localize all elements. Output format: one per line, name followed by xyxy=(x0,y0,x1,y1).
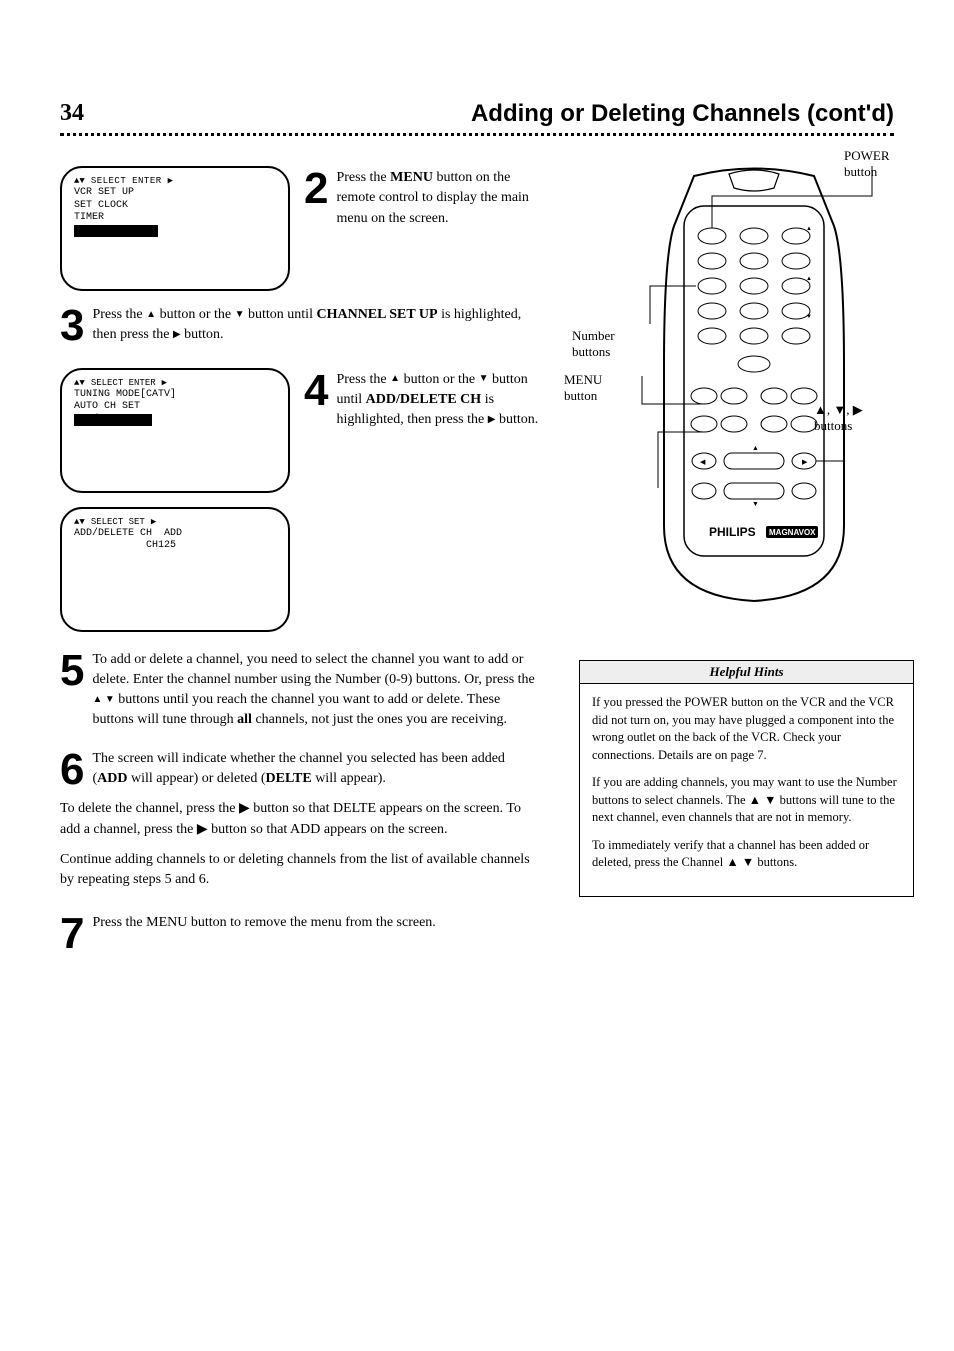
svg-text:▶: ▶ xyxy=(802,458,808,466)
helpful-hints-title: Helpful Hints xyxy=(580,661,913,684)
osd-main-menu: ▲▼SELECT ENTER▶ VCR SET UP SET CLOCK TIM… xyxy=(60,166,290,291)
svg-text:▲: ▲ xyxy=(752,444,759,452)
svg-text:▲: ▲ xyxy=(806,276,812,282)
step-number-7: 7 xyxy=(60,915,84,952)
step-number-2: 2 xyxy=(304,170,328,207)
step-number-6: 6 xyxy=(60,751,84,788)
svg-text:▼: ▼ xyxy=(752,500,759,508)
step-2: ▲▼SELECT ENTER▶ VCR SET UP SET CLOCK TIM… xyxy=(60,166,540,291)
helpful-hints-box: Helpful Hints If you pressed the POWER b… xyxy=(579,660,914,897)
hint-2: If you are adding channels, you may want… xyxy=(592,774,901,827)
svg-text:▼: ▼ xyxy=(806,314,812,320)
page-header: 34 Adding or Deleting Channels (cont'd) xyxy=(60,100,894,127)
step-7: 7 Press the MENU button to remove the me… xyxy=(60,913,540,952)
page-number: 34 xyxy=(60,100,84,127)
step-5: ▲▼SELECT SET▶ ADD/DELETE CH ADD CH125 5 … xyxy=(60,507,540,731)
step-5-text: To add or delete a channel, you need to … xyxy=(92,650,540,731)
step-4: ▲▼SELECT ENTER▶ TUNING MODE[CATV] AUTO C… xyxy=(60,368,540,493)
step-number-5: 5 xyxy=(60,652,84,689)
step-7-text: Press the MENU button to remove the menu… xyxy=(60,913,540,933)
svg-text:◀: ◀ xyxy=(700,458,706,466)
remote-svg: ▲ ▲ ▼ xyxy=(634,166,874,606)
step-4-text: Press the ▲ button or the ▼ button until… xyxy=(336,370,540,431)
step-number-4: 4 xyxy=(304,372,328,409)
callout-numbers: Number buttons xyxy=(572,328,642,359)
hint-1: If you pressed the POWER button on the V… xyxy=(592,694,901,764)
step-number-3: 3 xyxy=(60,307,84,344)
step-6: 6 The screen will indicate whether the c… xyxy=(60,749,540,891)
callout-power: POWER button xyxy=(844,148,894,179)
callout-arrows: ▲, ▼, ▶ buttons xyxy=(814,402,894,433)
callout-menu: MENU button xyxy=(564,372,634,403)
page-title: Adding or Deleting Channels (cont'd) xyxy=(471,101,894,127)
step-6-text: The screen will indicate whether the cha… xyxy=(60,749,540,891)
osd-channel-setup: ▲▼SELECT ENTER▶ TUNING MODE[CATV] AUTO C… xyxy=(60,368,290,493)
svg-text:▲: ▲ xyxy=(806,226,812,232)
hint-3: To immediately verify that a channel has… xyxy=(592,837,901,872)
helpful-hints-body: If you pressed the POWER button on the V… xyxy=(580,684,913,896)
header-rule xyxy=(60,133,894,136)
step-3: 3 Press the ▲ button or the ▼ button unt… xyxy=(60,305,540,346)
osd-add-delete: ▲▼SELECT SET▶ ADD/DELETE CH ADD CH125 xyxy=(60,507,290,632)
step-2-text: Press the MENU button on the remote cont… xyxy=(336,168,540,229)
brand-magnavox: MAGNAVOX xyxy=(769,528,816,537)
brand-philips: PHILIPS xyxy=(709,525,756,539)
step-3-text: Press the ▲ button or the ▼ button until… xyxy=(60,305,540,346)
remote-illustration: ▲ ▲ ▼ xyxy=(574,166,894,606)
